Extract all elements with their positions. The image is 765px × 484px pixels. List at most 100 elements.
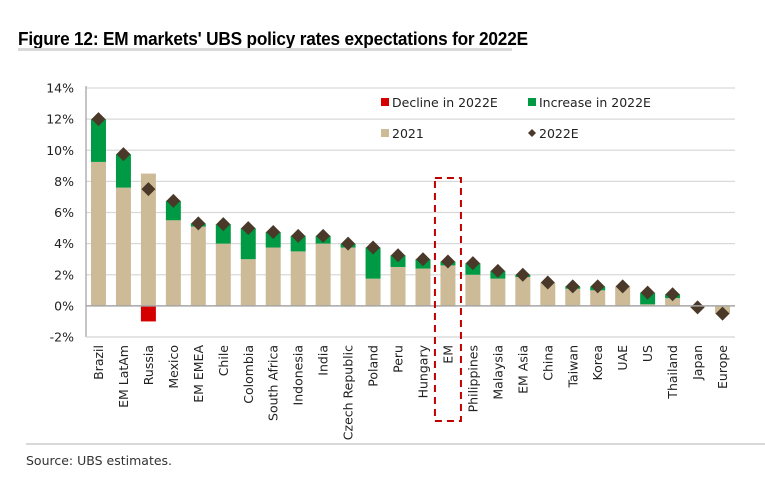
x-tick-label: Indonesia bbox=[291, 345, 306, 405]
x-tick-label: Russia bbox=[141, 345, 156, 385]
bar-2021 bbox=[340, 247, 356, 306]
marker-2022E bbox=[391, 248, 406, 263]
y-tick-label: 12% bbox=[46, 112, 74, 127]
x-tick-label: Thailand bbox=[665, 345, 680, 400]
y-tick-label: -2% bbox=[50, 330, 74, 345]
marker-2022E bbox=[565, 279, 580, 294]
x-tick-label: Japan bbox=[690, 345, 705, 381]
x-tick-label: EM LatAm bbox=[116, 345, 131, 408]
bar-2021 bbox=[290, 251, 306, 306]
bar-2021 bbox=[240, 259, 256, 306]
marker-2022E bbox=[316, 228, 331, 243]
x-tick-label: Poland bbox=[366, 345, 381, 387]
legend-label: Decline in 2022E bbox=[392, 95, 498, 110]
legend-label: 2022E bbox=[539, 126, 579, 141]
figure-title: Figure 12: EM markets' UBS policy rates … bbox=[18, 28, 528, 49]
marker-2022E bbox=[615, 279, 630, 294]
y-tick-label: 6% bbox=[54, 205, 74, 220]
bar-increase bbox=[215, 224, 231, 244]
x-tick-label: Czech Republic bbox=[341, 345, 356, 440]
bar-increase bbox=[365, 247, 381, 279]
x-tick-label: EM Asia bbox=[515, 345, 530, 394]
bar-2021 bbox=[365, 278, 381, 306]
marker-2022E bbox=[540, 275, 555, 290]
x-tick-label: Chile bbox=[216, 345, 231, 377]
y-tick-label: 8% bbox=[54, 174, 74, 189]
marker-2022E bbox=[590, 279, 605, 294]
axes bbox=[85, 86, 735, 338]
x-tick-label: China bbox=[540, 345, 555, 381]
x-tick-label: EM EMEA bbox=[191, 345, 206, 403]
marker-2022E bbox=[266, 224, 281, 239]
x-tick-label: EM bbox=[440, 345, 455, 364]
bar-2021 bbox=[165, 220, 181, 306]
markers-2022E bbox=[91, 112, 730, 321]
marker-2022E bbox=[690, 300, 705, 315]
marker-2022E bbox=[415, 252, 430, 267]
bar-2021 bbox=[315, 243, 331, 306]
y-tick-label: 14% bbox=[46, 81, 74, 96]
bar-increase bbox=[265, 231, 281, 248]
x-tick-label: Hungary bbox=[415, 344, 430, 398]
x-tick-label: Taiwan bbox=[565, 345, 580, 389]
x-tick-label: Philippines bbox=[465, 345, 480, 412]
marker-2022E bbox=[715, 306, 730, 321]
y-tick-label: 4% bbox=[54, 236, 74, 251]
title-underline bbox=[18, 48, 512, 51]
marker-2022E bbox=[216, 217, 231, 232]
bar-increase bbox=[90, 119, 106, 162]
legend-swatch bbox=[381, 98, 389, 106]
bar-2021 bbox=[515, 277, 531, 306]
x-tick-label: Brazil bbox=[91, 345, 106, 380]
bar-2021 bbox=[615, 286, 631, 306]
y-tick-label: 10% bbox=[46, 143, 74, 158]
x-tick-label: US bbox=[640, 345, 655, 362]
legend-marker bbox=[528, 129, 536, 137]
bar-2021 bbox=[540, 282, 556, 306]
marker-2022E bbox=[490, 263, 505, 278]
legend-swatch bbox=[528, 98, 536, 106]
y-axis-ticks: -2% 0% 2% 4% 6% 8% 10% 12% 14% bbox=[46, 81, 74, 345]
source-note: Source: UBS estimates. bbox=[26, 453, 173, 468]
bar-2021 bbox=[140, 173, 156, 306]
bar-2021 bbox=[490, 278, 506, 306]
bar-2021 bbox=[415, 268, 431, 306]
x-tick-label: India bbox=[316, 345, 331, 376]
x-tick-label: Colombia bbox=[241, 345, 256, 404]
y-tick-label: 2% bbox=[54, 267, 74, 282]
bar-2021 bbox=[265, 247, 281, 306]
x-axis-labels: Brazil EM LatAm Russia Mexico EM EMEA Chile Co… bbox=[91, 344, 730, 440]
source-divider bbox=[26, 443, 765, 445]
marker-2022E bbox=[440, 254, 455, 269]
marker-2022E bbox=[91, 112, 106, 127]
x-tick-label: UAE bbox=[615, 345, 630, 371]
bar-2021 bbox=[465, 274, 481, 306]
marker-2022E bbox=[341, 236, 356, 251]
bar-increase bbox=[290, 235, 306, 252]
marker-2022E bbox=[191, 216, 206, 231]
bar-2021 bbox=[115, 187, 131, 306]
em-highlight-box bbox=[433, 177, 462, 422]
marker-2022E bbox=[515, 267, 530, 282]
marker-2022E bbox=[166, 193, 181, 208]
bar-2021 bbox=[90, 161, 106, 306]
marker-2022E bbox=[241, 221, 256, 236]
legend-label: 2021 bbox=[392, 126, 424, 141]
bar-2021 bbox=[590, 290, 606, 306]
bars bbox=[90, 119, 731, 322]
x-tick-label: South Africa bbox=[266, 345, 281, 421]
legend-label: Increase in 2022E bbox=[539, 95, 651, 110]
x-tick-label: Korea bbox=[590, 345, 605, 380]
bar-decline bbox=[140, 305, 156, 322]
marker-2022E bbox=[640, 285, 655, 300]
bar-2021 bbox=[390, 266, 406, 306]
legend-swatch bbox=[381, 129, 389, 137]
marker-2022E bbox=[116, 147, 131, 162]
bar-2021 bbox=[215, 243, 231, 306]
x-tick-label: Mexico bbox=[166, 345, 181, 389]
bar-increase bbox=[115, 154, 131, 188]
bar-increase bbox=[165, 200, 181, 221]
bar-increase bbox=[240, 228, 256, 260]
marker-2022E bbox=[665, 287, 680, 302]
legend: Decline in 2022E Increase in 2022E 2021 202… bbox=[381, 95, 651, 141]
